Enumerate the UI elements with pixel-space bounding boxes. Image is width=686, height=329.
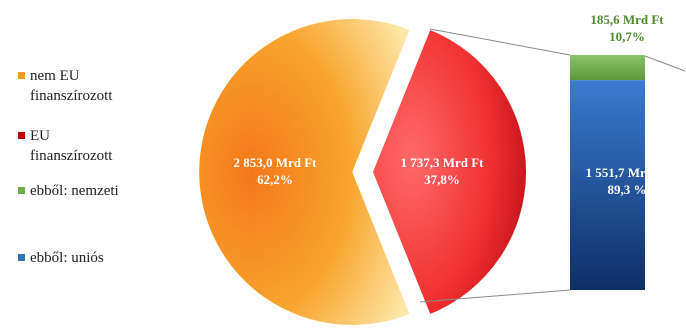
pie-slice-eu — [373, 30, 527, 314]
legend-label-1-1: finanszírozott — [30, 148, 113, 164]
bar-unios-value-label: 1 551,7 Mrd Ft — [585, 165, 669, 180]
pie-slice-nem-eu — [199, 18, 410, 325]
connector-line-top — [429, 28, 571, 56]
legend-marker-1 — [18, 132, 25, 139]
legend-marker-2 — [18, 187, 25, 194]
legend: nem EU finanszírozott EU finanszírozott ebbő… — [18, 68, 119, 266]
slice-nem-eu-percent-label: 62,2% — [257, 172, 293, 187]
bar-unios-percent-label: 89,3 % — [608, 182, 647, 197]
connector-line-bottom — [419, 289, 571, 303]
stacked-bar: 185,6 Mrd Ft 10,7% 1 551,7 Mrd Ft 89,3 % — [570, 12, 669, 290]
bar-nemzeti-percent-label: 10,7% — [609, 29, 645, 44]
bar-segment-unios — [570, 80, 645, 290]
connector-line-inner — [644, 55, 686, 72]
slice-eu-value-label: 1 737,3 Mrd Ft — [400, 155, 484, 170]
pie-chart: 2 853,0 Mrd Ft 62,2% 1 737,3 Mrd Ft 37,8… — [199, 18, 527, 325]
slice-nem-eu-value-label: 2 853,0 Mrd Ft — [233, 155, 317, 170]
legend-marker-3 — [18, 254, 25, 261]
legend-label-1-0: EU — [30, 128, 50, 144]
legend-label-0-1: finanszírozott — [30, 88, 113, 104]
connector-lines — [419, 28, 686, 303]
legend-label-0-0: nem EU — [30, 68, 80, 84]
bar-segment-nemzeti — [570, 55, 645, 81]
slice-eu-percent-label: 37,8% — [424, 172, 460, 187]
legend-marker-0 — [18, 72, 25, 79]
legend-label-2-0: ebből: nemzeti — [30, 183, 119, 199]
legend-label-3-0: ebből: uniós — [30, 250, 104, 266]
bar-nemzeti-value-label: 185,6 Mrd Ft — [590, 12, 664, 27]
